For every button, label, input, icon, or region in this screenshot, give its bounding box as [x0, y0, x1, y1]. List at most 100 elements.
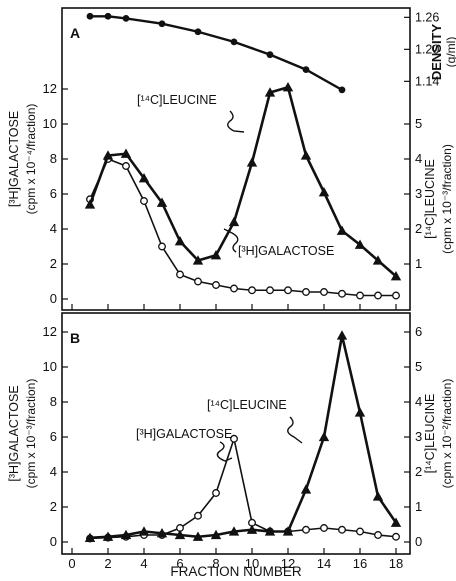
left-tick-label: 12	[43, 81, 57, 96]
galactose-point	[212, 281, 220, 289]
leucine-point	[102, 150, 114, 160]
left-axis-title-line1: [³H]GALACTOSE	[7, 111, 21, 207]
left-axis-title: [³H]GALACTOSE (cpm x 10⁻⁴/fraction)	[7, 104, 38, 215]
galactose-point	[122, 162, 130, 170]
leucine-point	[390, 517, 402, 527]
leucine-point	[228, 216, 240, 227]
x-tick-label: 6	[176, 556, 183, 571]
galactose-point	[392, 291, 400, 300]
leucine-point	[192, 255, 204, 265]
series-annotation: [³H]GALACTOSE	[238, 244, 334, 258]
galactose-point	[284, 286, 292, 295]
series-annotation: [³H]GALACTOSE	[136, 427, 232, 441]
galactose-point	[158, 242, 166, 251]
density-tick-label: 1.14	[415, 74, 439, 88]
leucine-point	[192, 531, 204, 541]
annotation-pointer	[227, 110, 245, 133]
left-tick-label: 4	[50, 464, 57, 479]
leucine-point	[210, 250, 222, 260]
galactose-point	[230, 434, 238, 443]
leucine-point	[84, 532, 96, 542]
galactose-point	[266, 286, 274, 295]
leucine-point	[138, 173, 150, 183]
x-tick-label: 14	[317, 556, 331, 571]
x-tick-label: 0	[68, 556, 75, 571]
leucine-point	[264, 526, 276, 536]
left-axis-title-line2: (cpm x 10⁻³/fraction)	[24, 379, 38, 489]
leucine-point	[372, 491, 384, 501]
leucine-point	[336, 225, 348, 235]
density-point	[194, 28, 202, 36]
x-axis-title: FRACTION NUMBER	[170, 564, 302, 579]
galactose-point	[320, 524, 328, 532]
galactose-point	[248, 286, 256, 295]
x-tick-label: 8	[212, 556, 219, 571]
leucine-point	[228, 526, 240, 536]
panel-label: A	[70, 25, 80, 41]
x-tick-label: 16	[353, 556, 367, 571]
density-point	[122, 15, 130, 22]
galactose-point	[374, 291, 382, 300]
density-point	[302, 66, 310, 73]
right-tick-label: 1	[415, 256, 422, 271]
leucine-point	[264, 87, 276, 97]
galactose-point	[356, 291, 364, 300]
leucine-point	[282, 526, 294, 536]
right-axis-title-line2: (cpm x 10⁻²/fraction)	[440, 379, 454, 489]
x-tick-label: 10	[245, 556, 259, 571]
leucine-point	[156, 528, 168, 538]
density-axis-title: DENSITY(g/ml)	[429, 24, 456, 81]
leucine-point	[174, 529, 186, 540]
leucine-point	[300, 150, 312, 160]
right-tick-label: 6	[415, 324, 422, 339]
galactose-line	[89, 158, 396, 297]
galactose-point	[176, 270, 184, 279]
density-point	[86, 12, 94, 20]
series-annotation: [¹⁴C]LEUCINE	[137, 93, 217, 107]
annotation-pointer	[223, 228, 239, 253]
left-tick-label: 0	[50, 291, 57, 306]
leucine-point	[120, 529, 132, 540]
right-tick-label: 5	[415, 359, 422, 374]
galactose-point	[302, 288, 310, 296]
leucine-point	[120, 148, 132, 158]
x-tick-label: 2	[104, 556, 111, 571]
leucine-point	[246, 157, 258, 167]
panel-b: B0 2 4 6 8 10 12 14 16 180246810120123456[³H]GALA…	[7, 312, 454, 579]
left-tick-label: 4	[50, 221, 57, 236]
panel-frame	[61, 312, 411, 555]
right-axis-title-line1: [¹⁴C]LEUCINE	[423, 159, 437, 239]
galactose-point	[392, 532, 400, 541]
x-tick-label: 4	[140, 556, 147, 571]
leucine-point	[246, 524, 258, 534]
galactose-point	[212, 489, 220, 497]
right-tick-label: 3	[415, 186, 422, 201]
left-tick-label: 2	[50, 256, 57, 271]
left-tick-label: 10	[43, 116, 57, 131]
leucine-point	[372, 255, 384, 265]
leucine-point	[336, 330, 348, 340]
right-axis-title: [¹⁴C]LEUCINE (cpm x 10⁻³/fraction)	[423, 144, 454, 254]
galactose-point	[194, 511, 202, 520]
leucine-point	[282, 82, 294, 92]
right-axis-title-line2: (cpm x 10⁻³/fraction)	[440, 144, 454, 254]
density-point	[104, 12, 112, 20]
density-tick-label: 1.20	[415, 42, 439, 56]
panel-frame	[61, 7, 411, 311]
left-tick-label: 2	[50, 499, 57, 514]
right-tick-label: 4	[415, 151, 422, 166]
left-tick-label: 12	[43, 324, 57, 339]
leucine-point	[354, 407, 366, 417]
left-tick-label: 0	[50, 534, 57, 549]
density-point	[338, 86, 346, 94]
galactose-point	[320, 288, 328, 296]
galactose-point	[374, 531, 382, 539]
leucine-point	[102, 531, 114, 541]
left-tick-label: 8	[50, 151, 57, 166]
left-axis-title-line2: (cpm x 10⁻⁴/fraction)	[24, 104, 38, 215]
annotation-pointer	[287, 416, 303, 444]
series-annotation: [¹⁴C]LEUCINE	[207, 398, 287, 412]
annotation-pointer	[216, 441, 233, 462]
left-axis-title: [³H]GALACTOSE (cpm x 10⁻³/fraction)	[7, 379, 38, 489]
